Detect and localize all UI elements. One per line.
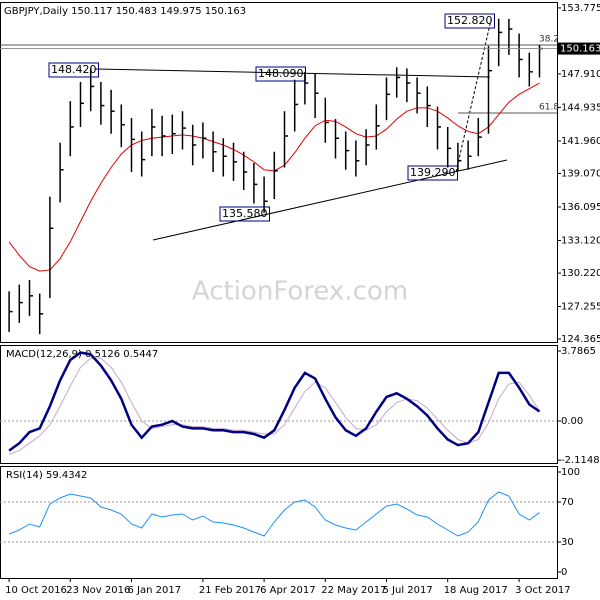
annotation: 38.2	[539, 35, 559, 45]
y-tick-label: 0.00	[561, 416, 583, 427]
rsi-title: RSI(14) 59.4342	[6, 470, 87, 481]
annotation-box	[255, 66, 306, 82]
y-tick-label: 139.070	[561, 168, 600, 179]
resistance-line	[94, 68, 491, 78]
macd-title: MACD(12,26,9) 0.5126 0.5447	[6, 349, 158, 360]
macd-line	[8, 351, 541, 452]
support-line	[152, 159, 508, 241]
annotation-box	[48, 62, 99, 78]
rsi-line	[8, 491, 540, 537]
y-tick-label: 130.220	[561, 268, 600, 279]
x-tick-label: 6 Jan 2017	[128, 585, 182, 596]
annotation: 61.8	[539, 103, 559, 113]
y-tick-label: 0	[561, 567, 567, 578]
current-price-box	[557, 42, 600, 55]
y-tick-label: 127.255	[561, 301, 600, 312]
price-title: GBPJPY,Daily 150.117 150.483 149.975 150…	[4, 6, 246, 17]
annotation: 152.820	[447, 14, 493, 27]
y-tick-label: 3.7865	[561, 346, 596, 357]
x-tick-label: 23 Nov 2016	[66, 585, 130, 596]
current-price-label: 150.163	[560, 44, 600, 55]
y-tick-label: 141.960	[561, 136, 600, 147]
x-tick-label: 18 Aug 2017	[444, 585, 508, 596]
annotation: 135.580	[222, 207, 268, 220]
y-tick-label: 100	[561, 467, 580, 478]
y-tick-label: 144.935	[561, 102, 600, 113]
watermark: ActionForex.com	[192, 277, 408, 307]
x-tick-label: 6 Apr 2017	[260, 585, 315, 596]
x-tick-label: 21 Feb 2017	[199, 585, 261, 596]
swing-line	[455, 19, 492, 173]
price-panel	[0, 2, 558, 343]
y-tick-label: 153.775	[561, 3, 600, 14]
annotation: 148.090	[258, 67, 304, 80]
x-tick-label: 5 Jul 2017	[383, 585, 433, 596]
annotation: 148.420	[51, 63, 97, 76]
y-tick-label: 70	[561, 497, 574, 508]
annotation-box	[219, 206, 270, 222]
y-tick-label: 147.910	[561, 69, 600, 80]
annotation-box	[444, 13, 495, 29]
y-tick-label: 136.095	[561, 202, 600, 213]
annotation-box	[407, 165, 458, 181]
macd-line	[8, 357, 540, 455]
x-tick-label: 3 Oct 2017	[515, 585, 570, 596]
rsi-panel	[0, 466, 558, 579]
y-tick-label: -2.1148	[561, 455, 600, 466]
y-tick-label: 124.365	[561, 334, 600, 345]
annotation: 139.290	[410, 166, 456, 179]
y-tick-label: 30	[561, 537, 574, 548]
x-tick-label: 10 Oct 2016	[5, 585, 67, 596]
y-tick-label: 133.120	[561, 235, 600, 246]
x-tick-label: 22 May 2017	[321, 585, 386, 596]
macd-panel	[0, 345, 558, 464]
